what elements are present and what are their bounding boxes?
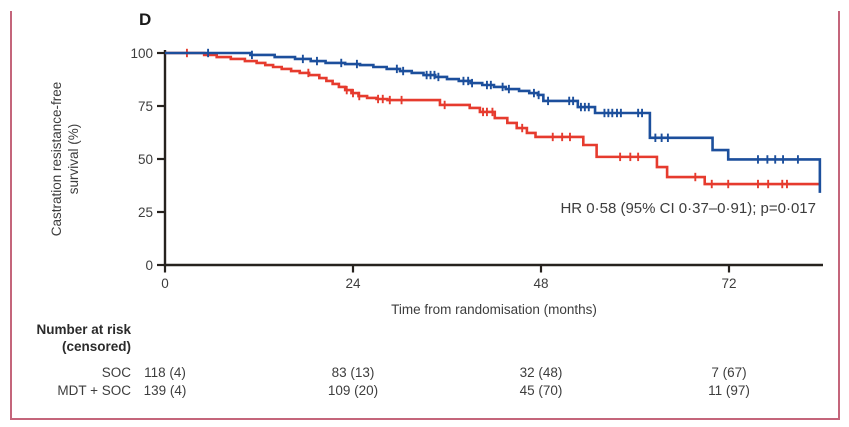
risk-value: 139 (4) bbox=[143, 383, 187, 398]
x-tick-label: 72 bbox=[721, 276, 736, 291]
y-axis-title-line1: Castration resistance-free bbox=[49, 82, 64, 237]
risk-row-label-mdtsoc: MDT + SOC bbox=[57, 383, 131, 398]
x-tick-label: 0 bbox=[161, 276, 169, 291]
x-tick-label: 24 bbox=[345, 276, 361, 291]
panel-label: D bbox=[139, 10, 152, 29]
figure-frame-border bbox=[10, 11, 840, 420]
x-tick-label: 48 bbox=[533, 276, 548, 291]
x-axis-title: Time from randomisation (months) bbox=[391, 302, 597, 317]
y-tick-label: 50 bbox=[138, 152, 153, 167]
risk-table-title: Number at risk bbox=[36, 322, 131, 337]
km-curve-mdtsoc bbox=[165, 51, 822, 193]
y-tick-label: 100 bbox=[130, 46, 153, 61]
y-tick-label: 75 bbox=[138, 99, 153, 114]
risk-value: 45 (70) bbox=[519, 383, 563, 398]
risk-value: 11 (97) bbox=[708, 383, 750, 398]
risk-row-label-soc: SOC bbox=[101, 365, 131, 380]
risk-table-subtitle: (censored) bbox=[61, 339, 131, 354]
y-axis-title-line2: survival (%) bbox=[66, 124, 81, 195]
y-tick-label: 25 bbox=[138, 205, 153, 220]
risk-value: 109 (20) bbox=[327, 383, 379, 398]
risk-value: 32 (48) bbox=[519, 365, 563, 380]
risk-value: 7 (67) bbox=[711, 365, 747, 380]
km-curve-soc bbox=[165, 51, 820, 186]
risk-value: 83 (13) bbox=[331, 365, 375, 380]
hr-annotation: HR 0·58 (95% CI 0·37–0·91); p=0·017 bbox=[560, 200, 816, 217]
risk-value: 118 (4) bbox=[144, 365, 186, 380]
y-tick-label: 0 bbox=[145, 258, 153, 273]
